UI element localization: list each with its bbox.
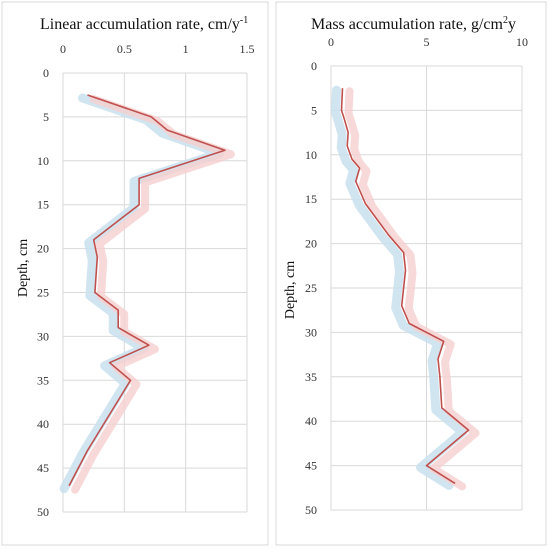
mass-rate-panel: Mass accumulation rate, g/cm2y Depth, cm…	[275, 1, 547, 546]
y-tick-label: 20	[305, 237, 317, 251]
y-tick-label: 45	[37, 461, 49, 475]
x-axis-ticks: 0 5 10	[328, 35, 528, 49]
x-tick-label: 10	[516, 35, 528, 49]
series-line	[340, 88, 470, 485]
y-tick-label: 30	[37, 329, 49, 343]
y-tick-label: 0	[43, 66, 49, 80]
y-tick-label: 50	[37, 505, 49, 519]
y-tick-label: 45	[305, 459, 317, 473]
y-tick-label: 5	[43, 110, 49, 124]
y-tick-label: 0	[311, 59, 317, 73]
y-tick-label: 40	[305, 414, 317, 428]
x-tick-label: 0	[60, 42, 66, 56]
linear-rate-panel: Linear accumulation rate, cm/y-1 Depth, …	[1, 1, 269, 546]
y-tick-label: 25	[37, 286, 49, 300]
y-tick-label: 20	[37, 242, 49, 256]
y-tick-label: 35	[305, 370, 317, 384]
x-axis-ticks: 0 0.5 1 1.5	[60, 42, 255, 56]
y-tick-label: 30	[305, 325, 317, 339]
y-tick-label: 35	[37, 373, 49, 387]
y-tick-label: 15	[37, 198, 49, 212]
series-line	[68, 94, 226, 487]
uncertainty-band-upper	[71, 95, 235, 494]
x-tick-label: 0	[328, 35, 334, 49]
y-tick-label: 15	[305, 192, 317, 206]
y-axis-label: Depth, cm	[16, 239, 31, 297]
y-tick-label: 5	[311, 103, 317, 117]
x-tick-label: 1.5	[240, 42, 255, 56]
y-axis-label: Depth, cm	[283, 261, 298, 319]
x-tick-label: 1	[183, 42, 189, 56]
chart-title: Linear accumulation rate, cm/y-1	[40, 15, 248, 33]
y-axis-ticks: 0 5 10 15 20 25 30 35 40 45 50	[37, 66, 49, 519]
y-tick-label: 50	[305, 503, 317, 517]
y-tick-label: 25	[305, 281, 317, 295]
y-tick-label: 40	[37, 417, 49, 431]
panel-frame	[1, 1, 269, 546]
series-group	[59, 93, 235, 494]
y-tick-label: 10	[37, 154, 49, 168]
x-tick-label: 5	[424, 35, 430, 49]
y-tick-label: 10	[305, 148, 317, 162]
grid	[330, 65, 523, 511]
uncertainty-band-lower	[331, 85, 467, 490]
y-axis-ticks: 0 5 10 15 20 25 30 35 40 45 50	[305, 59, 317, 517]
uncertainty-band-upper	[344, 87, 480, 491]
x-tick-label: 0.5	[117, 42, 132, 56]
chart-title: Mass accumulation rate, g/cm2y	[311, 15, 516, 33]
series-group	[331, 85, 480, 491]
